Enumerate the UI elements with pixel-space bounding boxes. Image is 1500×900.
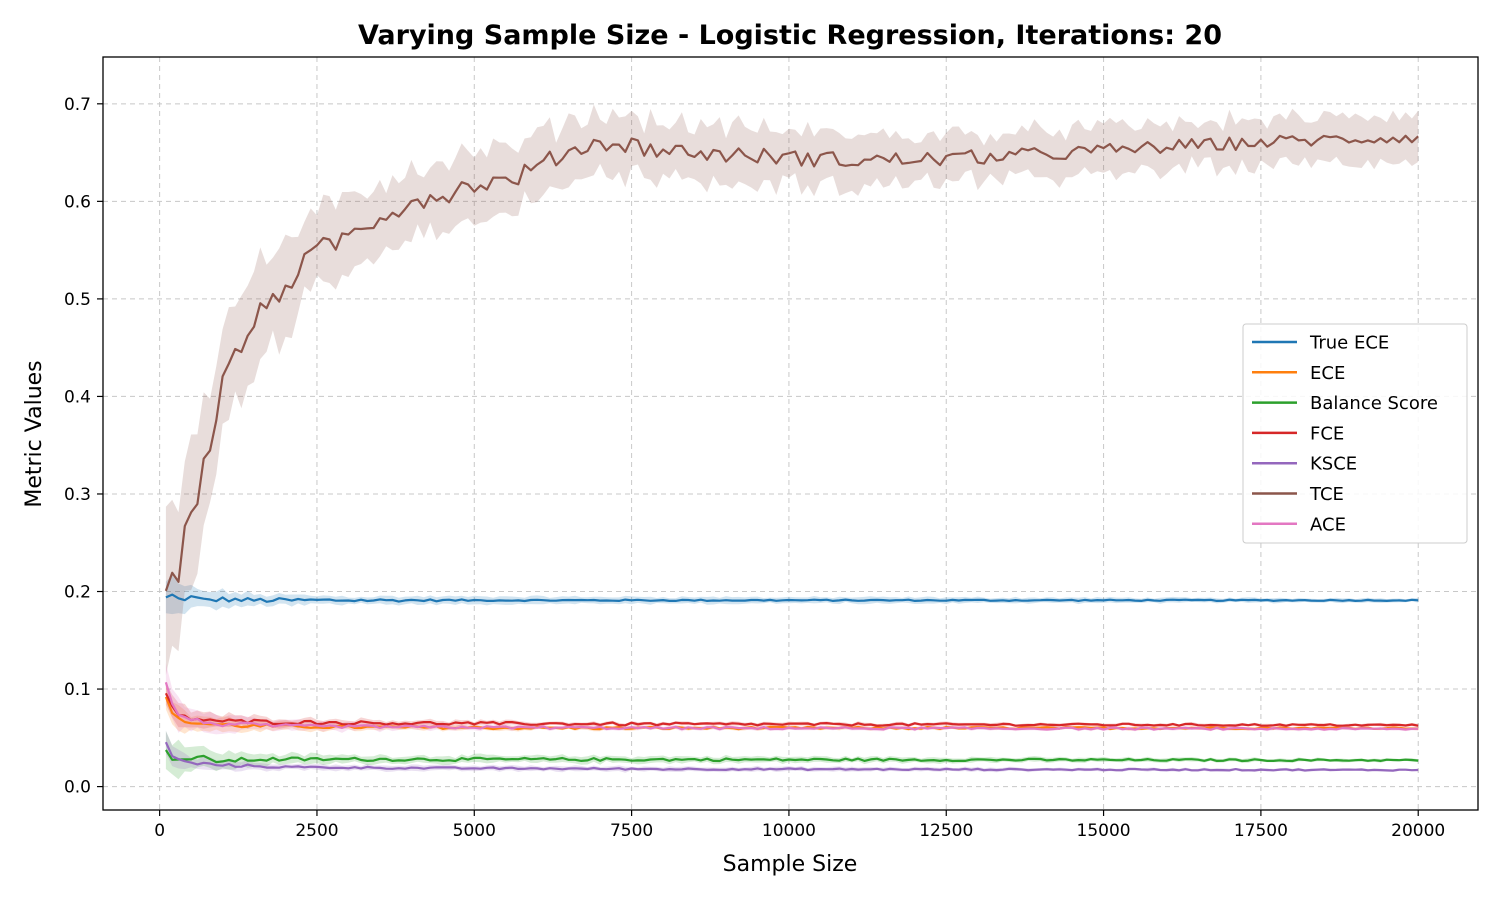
legend-label: True ECE <box>1309 333 1389 354</box>
line-ace <box>164 681 1419 731</box>
x-tick-label: 17500 <box>1234 821 1288 841</box>
line-fce <box>164 692 1419 727</box>
x-tick-label: 20000 <box>1391 821 1445 841</box>
y-tick-label: 0.3 <box>64 485 91 505</box>
y-axis-label: Metric Values <box>22 360 47 507</box>
plot-frame <box>102 56 1479 811</box>
x-tick-label: 7500 <box>610 821 653 841</box>
line-true-ece <box>165 593 1419 603</box>
legend-box <box>1242 323 1468 544</box>
x-tick-label: 15000 <box>1077 821 1131 841</box>
legend: True ECE ECE Balance Score FCE KSCE TCE ACE <box>1242 323 1468 544</box>
y-tick-label: 0.7 <box>64 95 91 115</box>
y-tick-label: 0.4 <box>64 387 91 407</box>
y-tick-label: 0.1 <box>64 680 91 700</box>
x-tick-label: 2500 <box>295 821 338 841</box>
x-axis-label: Sample Size <box>723 852 858 877</box>
legend-label: Balance Score <box>1310 393 1438 414</box>
legend-label: KSCE <box>1310 454 1357 475</box>
x-tick-label: 10000 <box>762 821 816 841</box>
x-axis-ticks: 0 2500 5000 7500 10000 12500 15000 17500 20000 <box>154 810 1445 841</box>
y-tick-label: 0.6 <box>64 192 91 212</box>
grid-lines <box>103 57 1478 810</box>
chart-title: Varying Sample Size - Logistic Regressio… <box>358 20 1222 51</box>
y-tick-label: 0.0 <box>64 778 91 798</box>
x-tick-label: 12500 <box>919 821 973 841</box>
band-tce <box>165 104 1419 676</box>
line-tce <box>164 134 1419 592</box>
band-ace <box>165 663 1419 735</box>
series-lines <box>164 134 1419 772</box>
band-ksce <box>165 730 1419 773</box>
y-tick-label: 0.5 <box>64 290 91 310</box>
x-tick-label: 0 <box>154 821 165 841</box>
line-balance-score <box>164 749 1419 764</box>
legend-label: TCE <box>1309 484 1344 505</box>
line-ksce <box>164 741 1419 772</box>
legend-label: FCE <box>1310 423 1344 444</box>
y-axis-ticks: 0.0 0.1 0.2 0.3 0.4 0.5 0.6 0.7 <box>64 95 103 798</box>
y-tick-label: 0.2 <box>64 583 91 603</box>
x-tick-label: 5000 <box>453 821 496 841</box>
legend-label: ACE <box>1310 514 1346 535</box>
legend-label: ECE <box>1310 363 1345 384</box>
